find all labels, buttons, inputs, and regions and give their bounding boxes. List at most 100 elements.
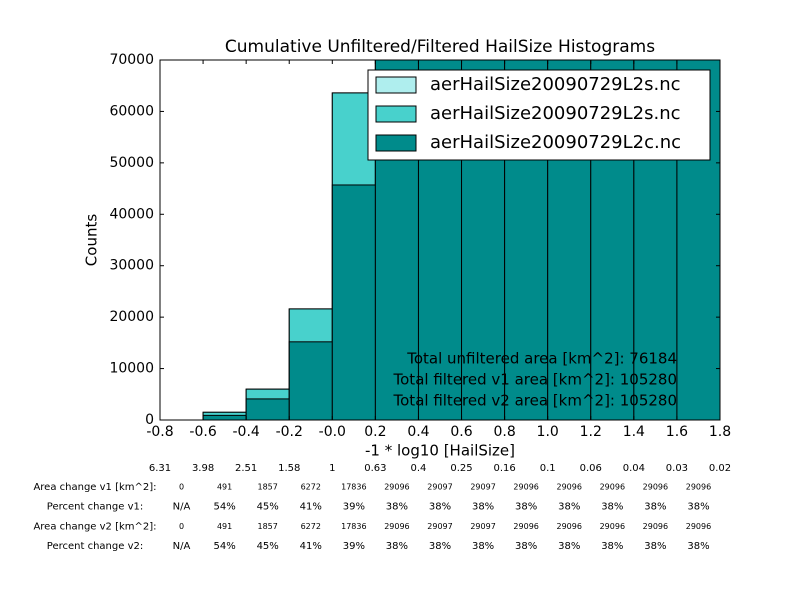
- table-cell: 29097: [427, 522, 452, 531]
- row-label: Area change v1 [km^2]:: [33, 482, 156, 493]
- table-cell: 0: [179, 522, 184, 531]
- x-tick-label: -0.2: [276, 424, 303, 440]
- table-cell: 29096: [513, 522, 538, 531]
- diameter-label: 3.98: [192, 463, 214, 474]
- table-cell: N/A: [173, 541, 191, 552]
- x-tick-label: 0.8: [493, 424, 515, 440]
- diameter-label: 0.1: [540, 463, 556, 474]
- table-cell: 29096: [513, 483, 538, 492]
- bar: [202, 414, 247, 420]
- table-cell: N/A: [173, 502, 191, 513]
- overlay: -0.8 -0.6 -0.4 -0.2 -0.0 0.2 0.4 0.6 0.8 1.0 1.2 1.…: [33, 52, 731, 552]
- table-cell: 17836: [341, 483, 366, 492]
- legend-label: aerHailSize20090729L2c.nc: [430, 132, 681, 153]
- annotation: Total filtered v1 area [km^2]: 105280: [393, 371, 677, 389]
- diameter-label: 0.03: [666, 463, 688, 474]
- table-cell: 29096: [686, 483, 711, 492]
- table-cell: 38%: [558, 541, 580, 552]
- annotation: Total filtered v2 area [km^2]: 105280: [393, 392, 677, 410]
- table-cell: 29096: [600, 522, 625, 531]
- table-cell: 38%: [515, 502, 537, 513]
- legend-swatch: [375, 105, 417, 123]
- row-label: Percent change v2:: [47, 541, 143, 552]
- table-cell: 38%: [558, 502, 580, 513]
- table-cell: 17836: [341, 522, 366, 531]
- table-cell: 38%: [644, 541, 666, 552]
- table-cell: 41%: [300, 541, 322, 552]
- table-cell: 38%: [386, 502, 408, 513]
- table-cell: 38%: [687, 502, 709, 513]
- diameter-label: 2.51: [235, 463, 257, 474]
- bar: [676, 60, 720, 420]
- table-cell: 38%: [472, 541, 494, 552]
- table-cell: 29096: [384, 483, 409, 492]
- table-cell: 38%: [515, 541, 537, 552]
- diameter-label: 0.04: [623, 463, 645, 474]
- table-cell: 39%: [343, 502, 365, 513]
- x-tick-label: 1.0: [537, 424, 559, 440]
- table-cell: 38%: [687, 541, 709, 552]
- table-cell: 29096: [600, 483, 625, 492]
- table-cell: 54%: [213, 541, 235, 552]
- table-cell: 6272: [301, 522, 321, 531]
- legend-label: aerHailSize20090729L2s.nc: [430, 103, 681, 124]
- axes-frame: [159, 59, 721, 421]
- table-cell: 6272: [301, 483, 321, 492]
- y-tick-label: 20000: [109, 309, 154, 325]
- table-cell: 29096: [557, 522, 582, 531]
- table-cell: 38%: [386, 541, 408, 552]
- x-tick-label: -0.4: [232, 424, 259, 440]
- table-cell: 39%: [343, 541, 365, 552]
- legend-swatch: [375, 134, 417, 152]
- table-cell: 38%: [429, 541, 451, 552]
- y-tick-label: 0: [145, 412, 154, 428]
- y-tick-label: 50000: [109, 155, 154, 171]
- table-cell: 54%: [213, 502, 235, 513]
- y-tick-label: 30000: [109, 258, 154, 274]
- table-cell: 45%: [257, 541, 279, 552]
- table-cell: 29096: [686, 522, 711, 531]
- y-tick-label: 10000: [109, 361, 154, 377]
- table-cell: 29096: [384, 522, 409, 531]
- diameter-label: 1: [329, 463, 335, 474]
- y-tick-label: 40000: [109, 206, 154, 222]
- x-tick-label: 0.6: [450, 424, 472, 440]
- row-label: Area change v2 [km^2]:: [33, 521, 156, 532]
- diameter-label: 0.16: [493, 463, 515, 474]
- table-cell: 1857: [258, 483, 278, 492]
- table-cell: 29096: [643, 522, 668, 531]
- x-tick-label: -0.8: [146, 424, 173, 440]
- row-label: Percent change v1:: [47, 502, 143, 513]
- table-cell: 491: [217, 522, 232, 531]
- x-tick-label: 1.4: [623, 424, 645, 440]
- table-cell: 38%: [601, 541, 623, 552]
- table-cell: 45%: [257, 502, 279, 513]
- x-axis-label: -1 * log10 [HailSize]: [365, 442, 515, 460]
- x-tick-label: 1.2: [580, 424, 602, 440]
- diameter-label: 6.31: [149, 463, 171, 474]
- bar: [245, 398, 290, 420]
- x-tick-label: -0.6: [189, 424, 216, 440]
- y-tick-label: 70000: [109, 52, 154, 68]
- x-tick-label: -0.0: [319, 424, 346, 440]
- x-tick-label: 0.4: [407, 424, 429, 440]
- annotation: Total unfiltered area [km^2]: 76184: [406, 350, 677, 368]
- y-axis-label: Counts: [83, 214, 101, 267]
- x-tick-label: 1.8: [709, 424, 731, 440]
- table-cell: 491: [217, 483, 232, 492]
- table-cell: 29096: [557, 483, 582, 492]
- legend-label: aerHailSize20090729L2s.nc: [430, 74, 681, 95]
- y-tick-label: 60000: [109, 103, 154, 119]
- table-cell: 29097: [470, 522, 495, 531]
- diameter-label: 1.58: [278, 463, 300, 474]
- table-cell: 0: [179, 483, 184, 492]
- table-cell: 38%: [472, 502, 494, 513]
- bar: [288, 341, 333, 420]
- legend-box: [367, 69, 711, 161]
- table-cell: 38%: [429, 502, 451, 513]
- diameter-label: 0.02: [709, 463, 731, 474]
- table-cell: 29097: [470, 483, 495, 492]
- bar: [331, 184, 376, 420]
- table-cell: 38%: [601, 502, 623, 513]
